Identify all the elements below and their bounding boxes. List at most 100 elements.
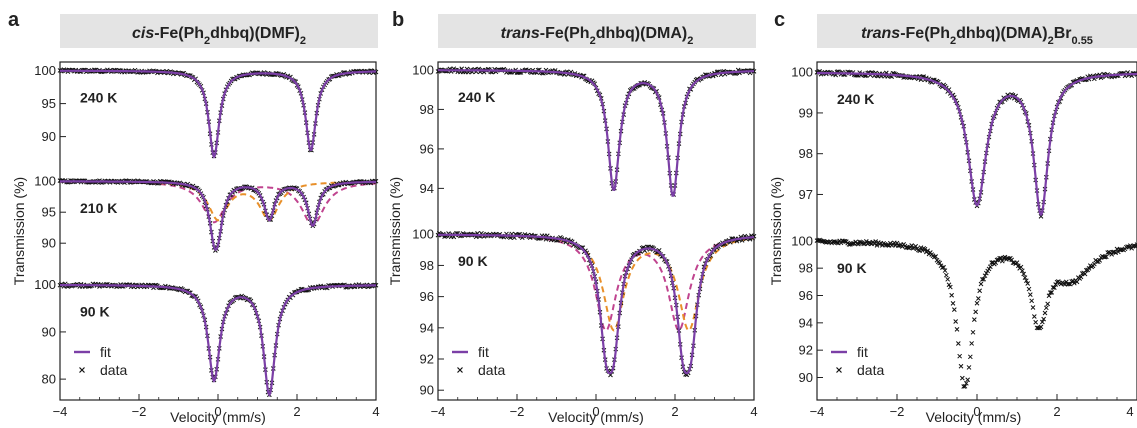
data-point (970, 329, 976, 335)
data-point (1018, 264, 1024, 270)
data-point (977, 288, 983, 294)
legend-data-label: data (478, 362, 505, 378)
data-point (1131, 243, 1137, 249)
panel-title-band (817, 14, 1137, 48)
x-axis-label: Velocity (mm/s) (548, 409, 644, 425)
data-point (1030, 305, 1036, 310)
y-tick-label: 80 (42, 372, 56, 387)
data-point (1097, 257, 1103, 263)
y-tick-label: 100 (412, 62, 434, 77)
legend-fit-label: fit (478, 344, 489, 360)
legend-data-swatch (836, 367, 842, 373)
data-point (950, 301, 956, 306)
fit-curve (60, 283, 376, 398)
spectrum-210k: 100 95 90 210 K (34, 174, 379, 253)
y-tick-label: 98 (420, 102, 434, 117)
data-point (857, 239, 863, 245)
data-point (942, 268, 948, 273)
data-point (1113, 250, 1119, 256)
data-point (951, 307, 957, 313)
title-part: -Fe(Ph (900, 25, 950, 42)
data-point (922, 246, 928, 252)
temperature-label: 240 K (80, 90, 117, 106)
y-tick-label: 95 (42, 205, 56, 220)
panel-letter: a (8, 9, 20, 31)
data-point (1119, 247, 1125, 252)
data-point (1054, 279, 1060, 285)
legend-fit-label: fit (857, 344, 868, 360)
panel-title-band (438, 14, 756, 48)
data-point (959, 375, 965, 381)
title-part: Br (1054, 25, 1072, 42)
data-point (1033, 319, 1039, 325)
data-point (1046, 293, 1052, 299)
data-point (834, 240, 840, 245)
data-point (963, 380, 969, 386)
data-point (1078, 274, 1084, 280)
title-italic: trans (861, 25, 900, 42)
y-tick-label: 99 (799, 105, 813, 120)
temperature-label: 210 K (80, 200, 117, 216)
data-point (986, 266, 992, 272)
title-part: dhbq)(DMF) (210, 25, 300, 42)
data-point (958, 363, 964, 369)
data-point (957, 353, 963, 359)
title-subscript: 2 (687, 35, 693, 47)
data-point (987, 264, 993, 270)
data-point (1014, 260, 1020, 266)
x-tick-label: −4 (431, 404, 446, 419)
x-tick-label: −4 (53, 404, 68, 419)
data-point (1006, 256, 1012, 262)
data-point (973, 309, 979, 315)
data-point (1103, 254, 1109, 260)
y-tick-label: 98 (420, 258, 434, 273)
data-point (983, 270, 989, 276)
data-point (1125, 244, 1131, 249)
data-point (873, 239, 879, 244)
panel-title: trans-Fe(Ph2dhbq)(DMA)2 (501, 25, 694, 47)
data-point (863, 238, 869, 244)
data-point (1022, 275, 1028, 281)
data-point (1051, 285, 1057, 290)
y-tick-label: 94 (420, 181, 434, 196)
data-point (1027, 292, 1033, 298)
panel-letter: c (774, 9, 785, 31)
data-point (855, 241, 861, 247)
data-point (933, 254, 939, 259)
title-subscript: 2 (300, 35, 306, 47)
data-point (1083, 267, 1089, 273)
data-point (871, 241, 877, 247)
data-point (989, 260, 995, 265)
x-tick-label: 0 (214, 404, 221, 419)
title-subscript: 2 (204, 35, 210, 47)
title-italic: trans (501, 25, 540, 42)
y-tick-label: 92 (799, 343, 813, 358)
title-part: dhbq)(DMA) (956, 25, 1048, 42)
data-point (967, 354, 973, 360)
data-point (874, 243, 880, 248)
data-point (925, 248, 931, 254)
y-tick-label: 94 (799, 315, 813, 330)
title-part: -Fe(Ph (154, 25, 204, 42)
y-tick-label: 98 (799, 261, 813, 276)
data-point (1031, 314, 1037, 319)
data-point (1041, 316, 1047, 322)
data-point (1082, 271, 1088, 277)
data-point (999, 258, 1005, 264)
title-part: dhbq)(DMA) (596, 25, 688, 42)
y-tick-label: 97 (799, 187, 813, 202)
data-point (918, 245, 924, 250)
y-tick-label: 96 (420, 289, 434, 304)
temperature-label: 90 K (458, 253, 488, 269)
x-axis-label: Velocity (mm/s) (170, 409, 266, 425)
title-subscript: 0.55 (1072, 35, 1093, 47)
y-tick-label: 100 (34, 174, 56, 189)
data-point (1015, 263, 1021, 269)
data-point (1045, 301, 1051, 307)
temperature-label: 90 K (80, 304, 110, 320)
spectrum-240k: 100 99 98 97 240 K (791, 65, 1137, 219)
x-tick-label: 2 (671, 404, 678, 419)
y-tick-label: 96 (420, 141, 434, 156)
